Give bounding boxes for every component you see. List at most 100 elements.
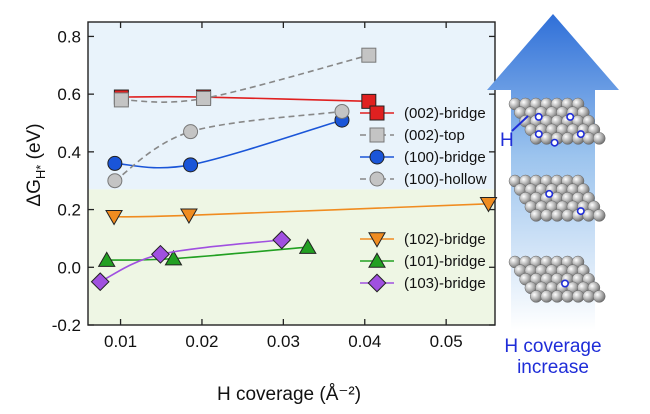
data-point (107, 155, 123, 171)
y-axis-label-unit: (eV) (24, 123, 45, 164)
x-tick-label: 0.01 (104, 332, 137, 351)
legend-label: (100)-bridge (404, 149, 486, 166)
series-(102)-bridge (105, 197, 498, 226)
slab-high-coverage (508, 97, 606, 147)
y-tick-label: 0.4 (57, 143, 81, 162)
plot-border (87, 21, 496, 326)
atom (540, 209, 553, 222)
data-point (164, 249, 183, 266)
h-atom-label: H (500, 130, 514, 151)
y-tick-label: 0.2 (57, 201, 81, 220)
h-atom (566, 112, 575, 121)
atom (592, 132, 606, 145)
h-atom (550, 138, 559, 147)
x-tick-label: 0.05 (430, 332, 463, 351)
legend-entry: (101)-bridge (360, 252, 486, 270)
series-(101)-bridge (97, 238, 317, 267)
y-tick-label: 0.0 (57, 258, 81, 277)
coverage-text-line1: H coverage (504, 336, 601, 357)
atom (561, 209, 574, 222)
h-atom (560, 279, 569, 288)
data-point (107, 173, 123, 189)
atom (592, 290, 606, 303)
series-(100)-hollow (107, 103, 350, 189)
data-point (334, 103, 350, 119)
legend-marker (368, 232, 386, 248)
h-atom (545, 189, 554, 198)
coverage-arrow (487, 14, 619, 330)
data-point (113, 92, 129, 108)
atom (592, 209, 606, 222)
data-point (196, 90, 212, 106)
legend-label: (103)-bridge (404, 275, 486, 292)
slab-medium-coverage (508, 174, 606, 222)
legend-entry: (100)-hollow (360, 171, 487, 188)
axes-layer: 0.01 0.02 0.03 0.04 0.05 -0.2 0.0 0.2 0.4 0.6 0.8 (52, 22, 495, 351)
data-point (272, 230, 292, 250)
data-point (361, 47, 377, 63)
slab-low-coverage (508, 255, 606, 303)
legend-marker (369, 149, 385, 165)
legend-marker (368, 252, 386, 268)
h-atom (534, 130, 543, 139)
atom (571, 290, 585, 303)
legend-entry: (002)-top (360, 127, 465, 144)
x-tick-label: 0.03 (267, 332, 300, 351)
legend-marker (369, 127, 385, 143)
data-point (183, 157, 199, 173)
data-point (361, 93, 377, 109)
y-axis-label-main: ΔG (24, 179, 45, 206)
x-axis-label: H coverage (Å⁻²) (217, 384, 361, 405)
y-axis-label-sub: H* (33, 165, 48, 179)
series-line (114, 110, 343, 182)
y-tick-label: 0.8 (57, 27, 81, 46)
legend-label: (100)-hollow (404, 171, 487, 188)
data-point (479, 197, 498, 213)
series-line (121, 54, 370, 103)
legend-entry: (103)-bridge (360, 273, 486, 293)
legend-marker (369, 105, 385, 121)
y-tick-label: -0.2 (52, 316, 81, 335)
coverage-text-line2: increase (517, 357, 589, 378)
atom (582, 290, 595, 303)
legend-marker (367, 273, 387, 293)
legend-label: (002)-bridge (404, 105, 486, 122)
data-point (90, 272, 110, 292)
data-point (183, 124, 199, 140)
legend-label: (002)-top (404, 127, 465, 144)
series-(002)-top (113, 47, 377, 108)
legend-entry: (100)-bridge (360, 149, 486, 166)
data-point (97, 251, 116, 267)
series-(103)-bridge (90, 230, 292, 292)
atom (550, 209, 564, 222)
h-atom (576, 207, 585, 216)
atom (550, 290, 564, 303)
h-atom (576, 130, 585, 139)
data-point (298, 238, 317, 254)
h-atom (534, 112, 543, 121)
series-layer (90, 47, 498, 292)
data-point (150, 244, 170, 264)
plot-frame (87, 21, 496, 326)
h-atom-pointer (511, 115, 529, 132)
band-upper (88, 22, 495, 190)
x-tick-label: 0.02 (185, 332, 218, 351)
atom (529, 290, 543, 303)
legend: (002)-bridge (002)-top (100)-bridge (100)-h… (360, 105, 487, 293)
atom (540, 290, 553, 303)
legend-entry: (002)-bridge (360, 105, 486, 122)
legend-marker (369, 171, 385, 187)
y-tick-label: 0.6 (57, 85, 81, 104)
series-line (114, 203, 489, 218)
atom (561, 290, 574, 303)
atom (529, 209, 543, 222)
atom (561, 132, 574, 145)
data-point (180, 208, 198, 225)
legend-entry: (102)-bridge (360, 231, 486, 248)
y-axis-label: ΔGH* (eV) (24, 123, 48, 206)
data-point (105, 209, 123, 226)
legend-label: (101)-bridge (404, 253, 486, 270)
x-tick-label: 0.04 (348, 332, 381, 351)
legend-label: (102)-bridge (404, 231, 486, 248)
